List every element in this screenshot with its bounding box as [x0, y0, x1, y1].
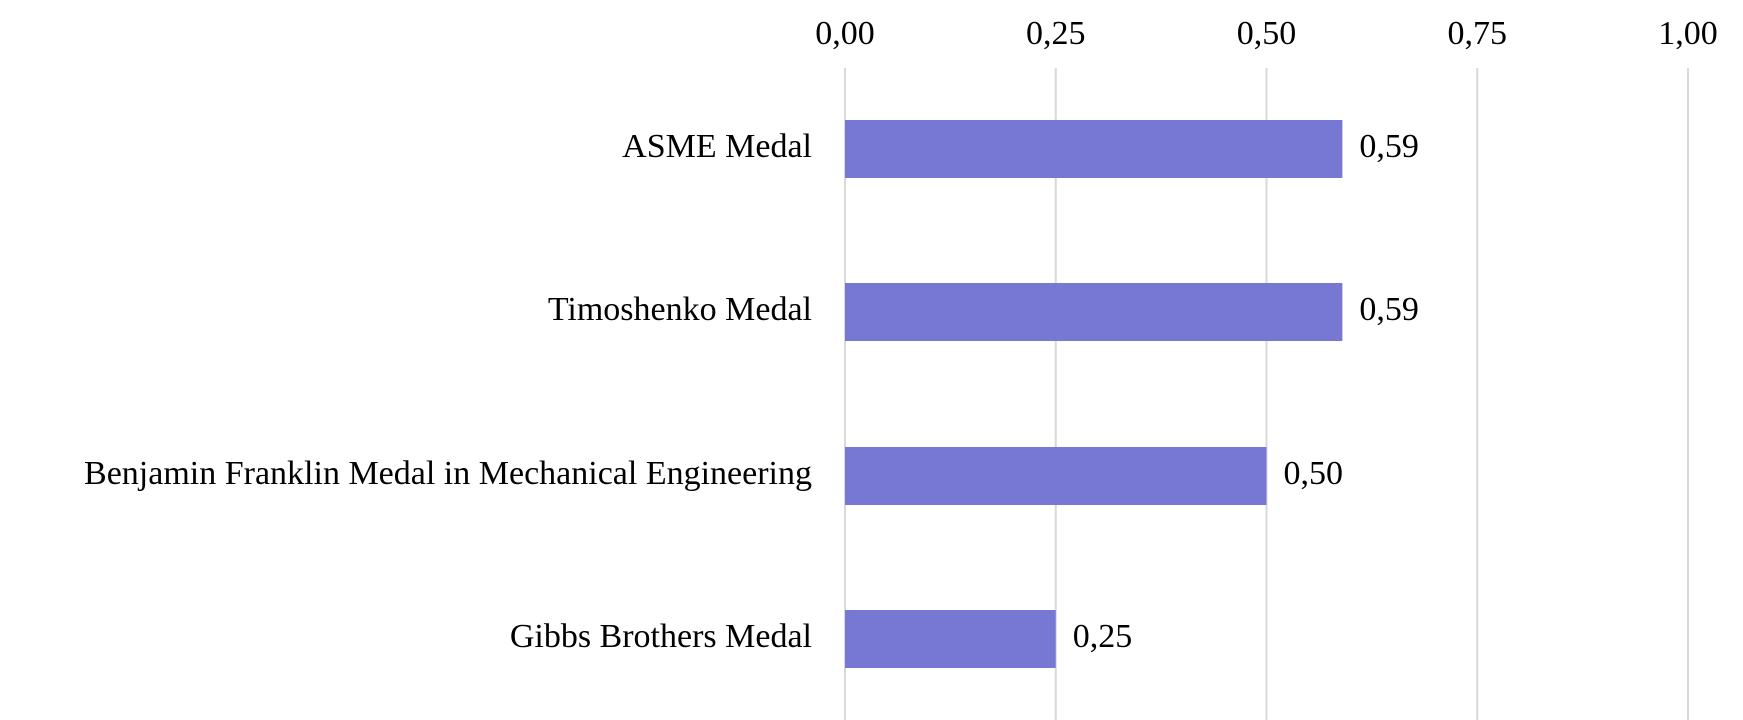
bar [845, 610, 1056, 668]
x-tick-label: 0,00 [815, 15, 875, 52]
category-label: Benjamin Franklin Medal in Mechanical En… [84, 455, 812, 492]
data-labels: 0,59 0,59 0,50 0,25 [1073, 128, 1419, 655]
x-tick-label: 0,50 [1237, 15, 1297, 52]
x-axis-tick-labels: 0,00 0,25 0,50 0,75 1,00 [815, 15, 1718, 52]
bar [845, 120, 1343, 178]
category-labels: ASME Medal Timoshenko Medal Benjamin Frank… [84, 128, 812, 655]
x-tick-label: 0,25 [1026, 15, 1086, 52]
data-label: 0,25 [1073, 618, 1133, 655]
bar [845, 447, 1267, 505]
x-tick-label: 0,75 [1448, 15, 1508, 52]
category-label: Timoshenko Medal [548, 291, 812, 328]
category-label: Gibbs Brothers Medal [510, 618, 812, 655]
category-label: ASME Medal [622, 128, 812, 165]
bar [845, 283, 1343, 341]
bars [845, 120, 1343, 668]
data-label: 0,59 [1359, 291, 1419, 328]
data-label: 0,59 [1359, 128, 1419, 165]
x-tick-label: 1,00 [1658, 15, 1718, 52]
data-label: 0,50 [1284, 455, 1344, 492]
